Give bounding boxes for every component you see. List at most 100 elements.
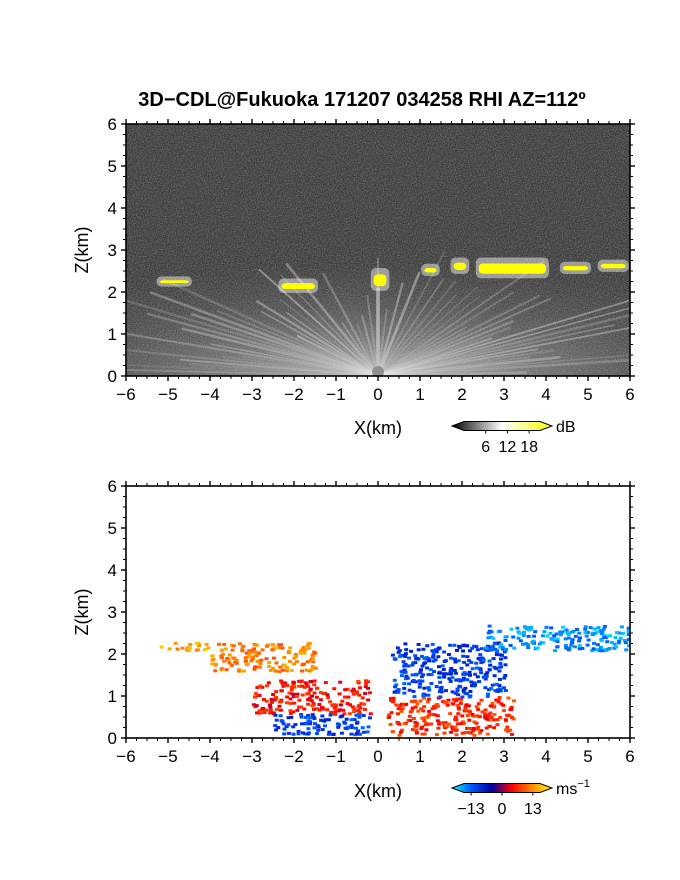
velocity-cell [495, 650, 499, 654]
intensity-ray [377, 295, 481, 376]
velocity-cell [351, 692, 356, 696]
velocity-cell [404, 674, 409, 678]
velocity-cell [459, 722, 463, 726]
velocity-cell [204, 642, 209, 646]
velocity-cell [396, 712, 401, 716]
velocity-cell [438, 671, 443, 675]
velocity-cell [403, 670, 408, 674]
velocity-cell [306, 702, 311, 706]
y-tick-label: 3 [108, 603, 117, 622]
velocity-cell [558, 630, 563, 634]
velocity-cell [438, 695, 443, 699]
velocity-cell [449, 730, 454, 734]
velocity-cell [474, 645, 479, 649]
velocity-cell [569, 643, 574, 647]
velocity-cell [603, 636, 608, 640]
velocity-cell [295, 692, 300, 696]
velocity-cell [292, 662, 297, 666]
velocity-cell [431, 651, 436, 655]
velocity-cell [429, 682, 434, 685]
velocity-cell [521, 633, 526, 637]
velocity-cell [338, 708, 343, 712]
velocity-cell [408, 719, 413, 723]
velocity-cell [442, 660, 447, 663]
velocity-cell [499, 653, 504, 657]
velocity-cell [355, 731, 360, 735]
velocity-cell [302, 732, 307, 736]
velocity-cell [603, 648, 608, 652]
velocity-cell [526, 643, 530, 647]
velocity-cell [467, 727, 471, 731]
velocity-cell [264, 644, 269, 648]
velocity-cell [266, 681, 271, 685]
intensity-plot-area [126, 124, 630, 376]
velocity-cell [222, 642, 227, 646]
velocity-y-axis-label: Z(km) [72, 589, 92, 636]
velocity-cell [490, 701, 495, 705]
velocity-cell [425, 666, 430, 670]
velocity-cell [461, 672, 466, 676]
intensity-ray [377, 294, 457, 376]
velocity-cell [420, 725, 425, 729]
velocity-cell [452, 643, 457, 647]
velocity-cell [433, 658, 438, 662]
velocity-cell [577, 644, 582, 648]
x-tick-label: 0 [373, 747, 382, 766]
velocity-cell [454, 718, 459, 722]
velocity-cell [354, 726, 358, 730]
velocity-cell [481, 675, 486, 679]
velocity-cell [416, 648, 421, 652]
velocity-cell [466, 672, 471, 676]
velocity-cell [573, 634, 578, 638]
velocity-cell [490, 683, 495, 687]
velocity-cell [486, 636, 491, 640]
velocity-cell [281, 668, 285, 672]
velocity-cell [422, 656, 427, 660]
y-tick-label: 1 [108, 325, 117, 344]
velocity-cell [459, 666, 464, 670]
velocity-cell [462, 671, 467, 675]
intensity-ray [377, 299, 630, 376]
velocity-cell [394, 683, 399, 687]
velocity-cell [346, 725, 351, 729]
velocity-cell [213, 669, 218, 673]
velocity-cell [617, 631, 622, 635]
velocity-cell [529, 625, 534, 629]
velocity-cell [432, 705, 436, 709]
x-tick-label: 2 [457, 747, 466, 766]
velocity-cell [326, 718, 331, 722]
velocity-cell [467, 659, 472, 663]
velocity-cell [203, 648, 207, 652]
velocity-cell [461, 721, 466, 725]
velocity-cell [502, 709, 507, 713]
velocity-cell [240, 647, 245, 651]
velocity-cell [243, 656, 248, 660]
velocity-cell [475, 648, 480, 652]
velocity-cell [418, 671, 423, 675]
velocity-cell [506, 696, 511, 700]
velocity-cell [404, 702, 409, 706]
velocity-cell [434, 733, 439, 737]
velocity-cell [484, 717, 489, 721]
intensity-ray [322, 272, 380, 376]
velocity-cell [298, 651, 303, 655]
velocity-cell [279, 689, 284, 693]
velocity-cell [286, 716, 291, 720]
velocity-cell [328, 700, 333, 704]
velocity-cell [365, 730, 370, 734]
velocity-cell [268, 708, 273, 712]
velocity-cell [618, 636, 623, 640]
velocity-cell [413, 654, 418, 658]
velocity-cell [429, 673, 434, 677]
velocity-cell [286, 723, 291, 727]
velocity-cell [465, 644, 470, 648]
velocity-cell [549, 626, 554, 630]
velocity-cell [450, 690, 455, 694]
velocity-cell [346, 695, 351, 699]
velocity-cell [540, 634, 545, 638]
velocity-cell [472, 733, 477, 737]
intensity-ray [260, 310, 379, 376]
velocity-cell [492, 726, 497, 730]
velocity-cell [299, 713, 304, 716]
velocity-cell [297, 698, 302, 702]
